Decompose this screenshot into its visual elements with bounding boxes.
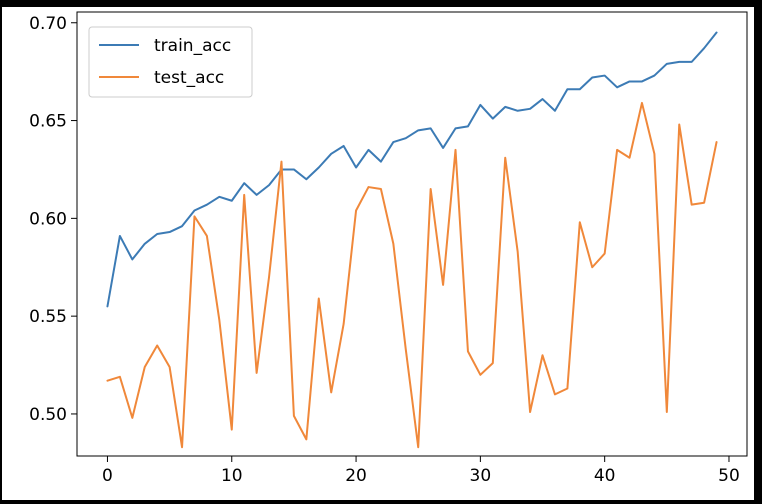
series-line-train-acc [106, 31, 718, 308]
x-tick-label: 50 [718, 466, 740, 486]
x-tick-label: 20 [345, 466, 367, 486]
legend: train_acc test_acc [88, 26, 253, 98]
y-axis: 0.50 0.55 0.60 0.65 0.70 [29, 14, 77, 425]
x-tick-label: 30 [470, 466, 492, 486]
legend-label-train-acc: train_acc [154, 36, 231, 56]
y-tick-label: 0.55 [29, 307, 67, 327]
x-tick-label: 10 [221, 466, 243, 486]
series-layer [106, 31, 718, 449]
series-line-test-acc [106, 101, 718, 449]
x-axis: 0 10 20 30 40 50 [102, 456, 740, 486]
y-tick-label: 0.50 [29, 405, 67, 425]
bottom-border [0, 500, 762, 504]
x-tick-label: 0 [102, 466, 113, 486]
y-tick-label: 0.70 [29, 14, 67, 34]
right-border [754, 0, 762, 504]
y-tick-label: 0.60 [29, 209, 67, 229]
top-border [0, 0, 762, 7]
x-tick-label: 40 [594, 466, 616, 486]
legend-label-test-acc: test_acc [154, 68, 224, 88]
y-tick-label: 0.65 [29, 112, 67, 132]
left-border [0, 0, 2, 504]
